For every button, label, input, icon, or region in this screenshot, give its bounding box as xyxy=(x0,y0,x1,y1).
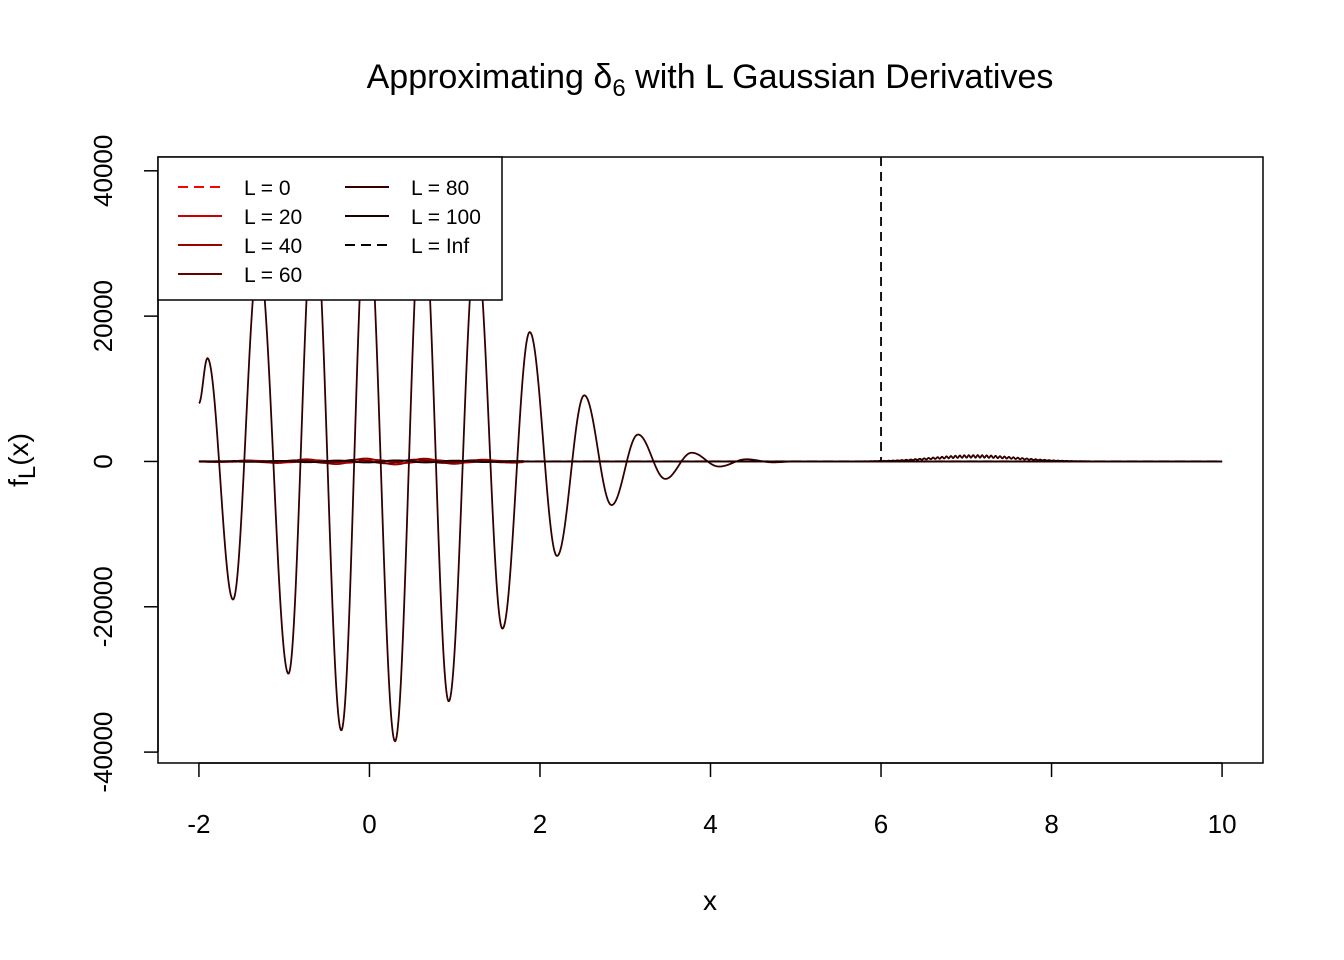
y-tick-label: 40000 xyxy=(88,135,118,207)
legend-label: L = 60 xyxy=(244,264,302,287)
series-line-l-100 xyxy=(198,459,1223,464)
y-tick-label: 20000 xyxy=(88,280,118,352)
x-axis: -2 0 2 4 6 8 10 xyxy=(187,762,1237,839)
legend: L = 0 L = 20 L = 40 L = 60 L = 80 L = 100 L = … xyxy=(157,156,503,301)
legend-label: L = 40 xyxy=(244,235,302,258)
x-tick-label: 8 xyxy=(1044,809,1058,839)
y-axis: -40000 -20000 0 20000 40000 xyxy=(88,135,159,793)
title-subscript: 6 xyxy=(612,75,625,102)
legend-label: L = Inf xyxy=(411,235,469,258)
x-tick-label: 10 xyxy=(1208,809,1237,839)
x-tick-label: 0 xyxy=(362,809,376,839)
y-axis-label: fL(x) xyxy=(3,433,41,487)
legend-label: L = 100 xyxy=(411,206,481,229)
x-axis-label: x xyxy=(703,885,717,916)
chart-title: Approximating δ6 with L Gaussian Derivat… xyxy=(367,58,1054,102)
y-tick-label: -40000 xyxy=(88,712,118,793)
legend-label: L = 80 xyxy=(411,177,469,200)
x-tick-label: -2 xyxy=(187,809,210,839)
x-tick-label: 4 xyxy=(703,809,717,839)
x-tick-label: 2 xyxy=(533,809,547,839)
x-tick-label: 6 xyxy=(874,809,888,839)
legend-box xyxy=(157,156,503,301)
legend-label: L = 20 xyxy=(244,206,302,229)
y-tick-label: -20000 xyxy=(88,566,118,647)
legend-label: L = 0 xyxy=(244,177,291,200)
y-tick-label: 0 xyxy=(88,454,118,468)
